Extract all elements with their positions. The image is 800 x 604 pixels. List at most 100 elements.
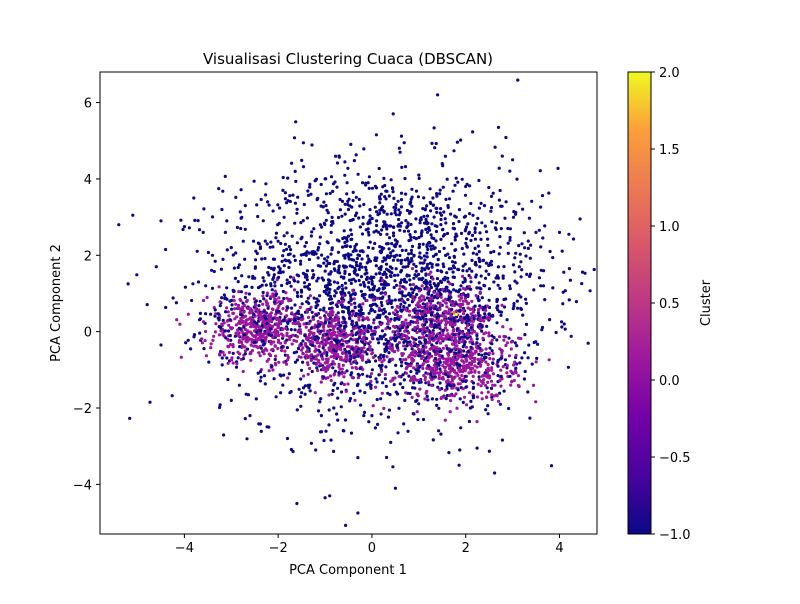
cluster-point (473, 314, 477, 318)
noise-point (457, 309, 461, 313)
cluster-point (404, 371, 408, 375)
noise-point (234, 251, 238, 255)
cluster-point (411, 315, 415, 319)
noise-point (357, 347, 361, 351)
noise-point (357, 253, 362, 258)
noise-point (272, 377, 276, 381)
cluster-point (304, 353, 309, 358)
noise-point (542, 269, 546, 273)
cluster-point (444, 344, 448, 348)
cluster-point (232, 299, 236, 303)
noise-point (320, 253, 324, 257)
noise-point (299, 377, 303, 381)
cluster-point (460, 374, 464, 378)
cluster-point (257, 312, 261, 316)
noise-point (346, 234, 351, 238)
noise-point (464, 294, 468, 298)
cluster-point (329, 355, 333, 359)
cluster-point (476, 382, 480, 386)
cluster-point (329, 323, 333, 327)
noise-point (430, 222, 434, 226)
noise-point (299, 368, 304, 372)
noise-point (339, 390, 344, 394)
cluster-point (511, 363, 516, 367)
noise-point (379, 192, 383, 196)
cluster-point (441, 356, 445, 361)
noise-point (389, 178, 393, 182)
noise-point (496, 364, 500, 368)
noise-point (344, 244, 348, 248)
noise-point (373, 332, 377, 336)
cluster-point (499, 368, 503, 372)
cluster-point (267, 357, 271, 361)
cluster-point (394, 308, 398, 312)
noise-point (383, 195, 387, 199)
noise-point (357, 197, 361, 201)
noise-point (310, 369, 314, 374)
noise-point (536, 342, 540, 346)
noise-point (295, 408, 299, 412)
noise-point (316, 256, 320, 260)
noise-point (392, 196, 396, 200)
noise-point (364, 265, 368, 269)
noise-point (375, 219, 379, 223)
y-tick-label: 2 (84, 249, 92, 264)
noise-point (241, 357, 245, 361)
noise-point (343, 202, 347, 206)
noise-point (296, 309, 300, 313)
noise-point (480, 329, 484, 333)
cluster-point (460, 293, 465, 297)
noise-point (300, 391, 304, 395)
noise-point (336, 386, 340, 390)
noise-point (349, 228, 353, 232)
noise-point (220, 356, 224, 360)
noise-point (301, 165, 306, 169)
noise-point (486, 243, 490, 247)
noise-point (339, 405, 343, 409)
noise-point (506, 226, 510, 231)
noise-point (337, 371, 341, 375)
noise-point (333, 289, 337, 293)
noise-point (401, 294, 405, 298)
cluster-point (346, 382, 350, 386)
cluster-point (493, 383, 497, 387)
noise-point (433, 284, 437, 288)
cluster-point (491, 357, 495, 361)
cluster-point (484, 383, 488, 388)
cluster-point (487, 334, 491, 338)
cluster-point (447, 307, 451, 311)
noise-point (459, 138, 463, 142)
noise-point (501, 274, 505, 278)
cluster-point (308, 294, 312, 298)
noise-point (159, 219, 163, 223)
noise-point (439, 207, 443, 211)
noise-point (523, 351, 527, 355)
noise-point (487, 312, 491, 316)
cluster-point (237, 334, 241, 338)
colorbar-gradient (627, 71, 652, 535)
cluster-point (203, 338, 207, 343)
noise-point (356, 172, 360, 176)
noise-point (409, 251, 413, 256)
noise-point (213, 308, 217, 312)
noise-point (322, 289, 326, 294)
noise-point (335, 185, 339, 189)
cluster-point (212, 334, 216, 338)
noise-point (624, 297, 627, 300)
noise-point (308, 185, 312, 189)
noise-point (347, 305, 351, 309)
noise-point (307, 282, 311, 287)
noise-point (444, 197, 448, 201)
cluster-point (296, 335, 300, 339)
cluster-point (436, 371, 440, 375)
noise-point (379, 276, 383, 280)
noise-point (362, 410, 367, 414)
cluster-point (269, 295, 273, 299)
noise-point (341, 287, 345, 291)
x-tick-label: 4 (555, 541, 563, 556)
noise-point (429, 319, 433, 323)
cluster-point (453, 322, 457, 326)
noise-point (406, 264, 410, 268)
noise-point (352, 159, 356, 163)
noise-point (468, 212, 472, 216)
